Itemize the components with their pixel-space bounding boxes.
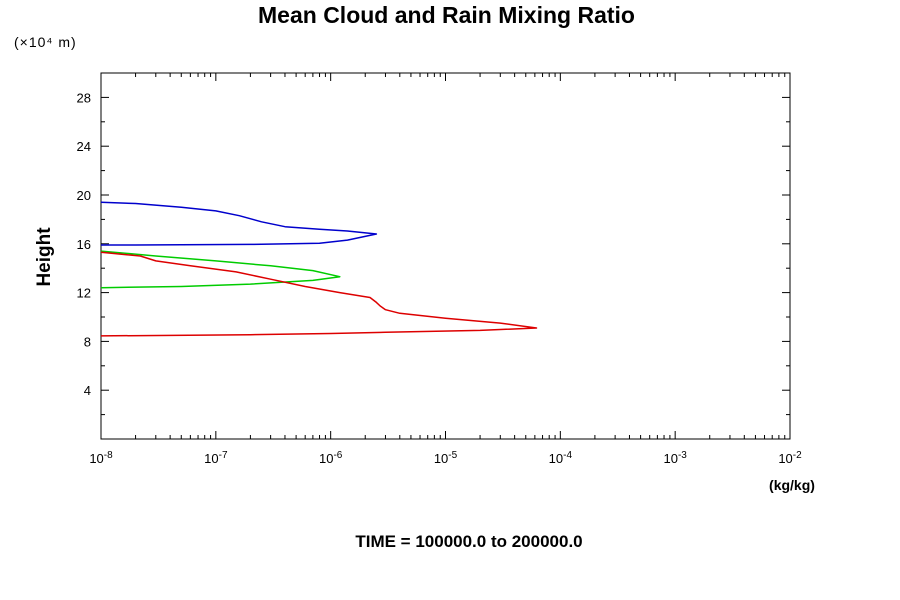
x-tick-label: 10-6 bbox=[319, 450, 343, 466]
time-range-label: TIME = 100000.0 to 200000.0 bbox=[355, 532, 583, 551]
y-tick-label: 28 bbox=[77, 90, 91, 105]
y-tick-label: 20 bbox=[77, 188, 91, 203]
series-line-2 bbox=[100, 250, 341, 289]
x-axis-title: (kg/kg) bbox=[769, 477, 815, 493]
plot-frame bbox=[100, 72, 791, 440]
x-tick-label: 10-2 bbox=[778, 450, 802, 466]
series-line-1 bbox=[100, 201, 378, 246]
x-tick-label: 10-5 bbox=[434, 450, 458, 466]
x-tick-label: 10-4 bbox=[549, 450, 573, 466]
x-tick-label: 10-3 bbox=[663, 450, 687, 466]
series-line-3 bbox=[100, 251, 538, 337]
y-tick-label: 4 bbox=[84, 383, 91, 398]
y-tick-label: 16 bbox=[77, 237, 91, 252]
y-axis-title: Height bbox=[34, 227, 55, 287]
x-tick-label: 10-7 bbox=[204, 450, 228, 466]
y-tick-label: 12 bbox=[77, 286, 91, 301]
y-tick-label: 8 bbox=[84, 334, 91, 349]
y-axis-scale-note: (×10⁴ m) bbox=[14, 34, 77, 50]
x-tick-label: 10-8 bbox=[89, 450, 113, 466]
y-tick-label: 24 bbox=[77, 139, 91, 154]
chart-title: Mean Cloud and Rain Mixing Ratio bbox=[258, 2, 635, 28]
